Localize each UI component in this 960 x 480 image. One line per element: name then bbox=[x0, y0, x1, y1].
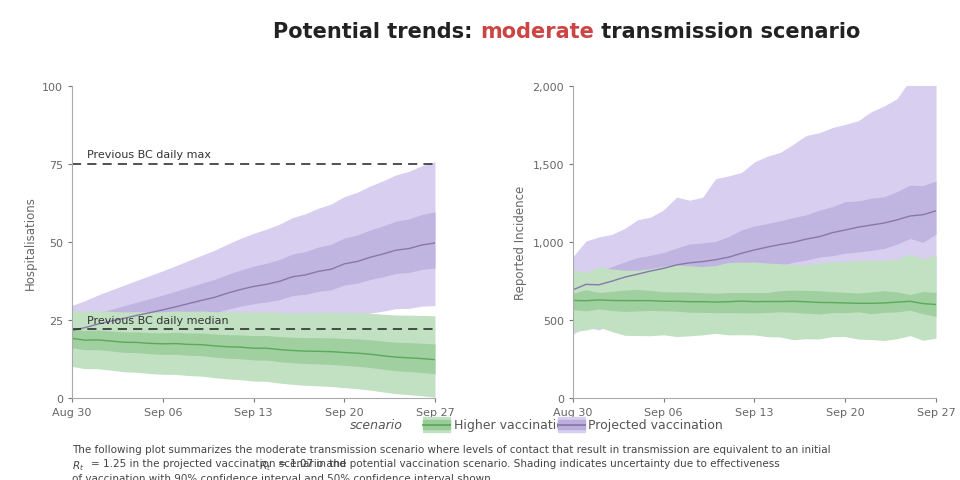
Text: = 1.07 in the potential vaccination scenario. Shading indicates uncertainty due : = 1.07 in the potential vaccination scen… bbox=[278, 458, 780, 468]
Text: Previous BC daily median: Previous BC daily median bbox=[86, 315, 228, 325]
Text: $R_t$: $R_t$ bbox=[72, 458, 84, 472]
Text: Previous BC daily max: Previous BC daily max bbox=[86, 150, 210, 160]
Text: scenario: scenario bbox=[350, 418, 403, 432]
Text: = 1.25 in the projected vaccination scenario and: = 1.25 in the projected vaccination scen… bbox=[91, 458, 349, 468]
Text: The following plot summarizes the moderate transmission scenario where levels of: The following plot summarizes the modera… bbox=[72, 444, 830, 454]
Text: $R_t$: $R_t$ bbox=[259, 458, 272, 472]
Text: transmission scenario: transmission scenario bbox=[594, 22, 860, 42]
Y-axis label: Reported Incidence: Reported Incidence bbox=[514, 185, 527, 300]
Text: moderate: moderate bbox=[480, 22, 594, 42]
Text: Projected vaccination: Projected vaccination bbox=[588, 418, 723, 432]
Text: of vaccination with 90% confidence interval and 50% confidence interval shown.: of vaccination with 90% confidence inter… bbox=[72, 473, 494, 480]
Text: Potential trends:: Potential trends: bbox=[274, 22, 480, 42]
Y-axis label: Hospitalisations: Hospitalisations bbox=[23, 195, 36, 289]
Text: Higher vaccination: Higher vaccination bbox=[454, 418, 572, 432]
